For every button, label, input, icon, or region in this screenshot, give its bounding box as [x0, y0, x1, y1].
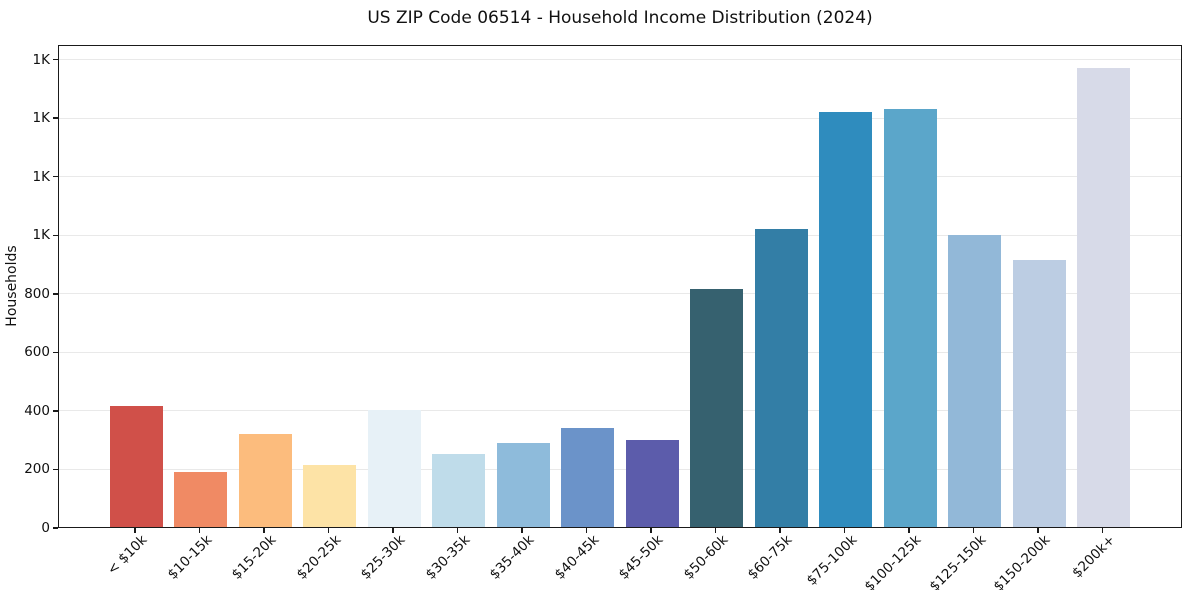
bar: [1012, 259, 1066, 527]
y-tick-mark: [53, 527, 58, 529]
grid-line: [59, 176, 1181, 178]
x-tick-mark: [650, 528, 652, 533]
chart-title: US ZIP Code 06514 - Household Income Dis…: [367, 8, 873, 28]
grid-line: [59, 410, 1181, 412]
y-tick-label: 800: [24, 285, 50, 302]
grid-line: [59, 234, 1181, 236]
y-tick-label: 0: [41, 520, 50, 536]
y-tick-label: 1K: [32, 51, 50, 68]
x-tick-mark: [521, 528, 523, 533]
bar: [432, 454, 485, 527]
y-tick-label: 1K: [32, 227, 50, 244]
y-tick-label: 200: [24, 461, 50, 478]
x-tick-label: < $10k: [104, 532, 151, 579]
x-tick-mark: [714, 528, 717, 533]
plot-area: [58, 45, 1182, 528]
bar: [303, 464, 356, 527]
y-tick-mark: [53, 234, 58, 237]
bar: [883, 108, 937, 527]
bar: [238, 433, 292, 527]
x-tick-mark: [134, 528, 136, 533]
bar: [625, 439, 679, 527]
grid-line: [59, 59, 1181, 61]
x-tick-mark: [198, 528, 201, 533]
bar: [561, 427, 614, 527]
x-tick-mark: [263, 528, 265, 533]
grid-line: [59, 117, 1181, 119]
bar: [948, 234, 1001, 527]
y-tick-mark: [53, 293, 58, 295]
bar: [754, 228, 808, 527]
x-tick-mark: [908, 528, 910, 533]
x-tick-mark: [585, 528, 588, 533]
grid-line: [59, 293, 1181, 295]
bar: [367, 410, 421, 527]
y-tick-mark: [53, 175, 58, 178]
x-tick-mark: [456, 528, 459, 533]
bar: [496, 442, 550, 527]
y-tick-mark: [53, 117, 58, 119]
x-tick-mark: [392, 528, 394, 533]
bar: [690, 288, 743, 527]
y-tick-label: 1K: [32, 168, 50, 185]
x-tick-mark: [779, 528, 781, 533]
y-tick-mark: [53, 58, 58, 61]
y-tick-mark: [53, 351, 58, 354]
y-tick-label: 1K: [32, 110, 50, 127]
x-tick-mark: [1037, 528, 1039, 533]
x-tick-mark: [1101, 528, 1104, 533]
y-tick-mark: [53, 468, 58, 471]
bar: [1077, 67, 1130, 527]
x-tick-mark: [972, 528, 975, 533]
grid-line: [59, 351, 1181, 353]
bar: [109, 406, 163, 527]
x-tick-mark: [843, 528, 846, 533]
x-tick-mark: [327, 528, 330, 533]
y-tick-label: 600: [24, 344, 50, 361]
grid-line: [59, 468, 1181, 470]
y-tick-mark: [53, 410, 58, 412]
y-tick-label: 400: [24, 402, 50, 419]
bar: [819, 111, 872, 527]
bar: [174, 471, 227, 527]
